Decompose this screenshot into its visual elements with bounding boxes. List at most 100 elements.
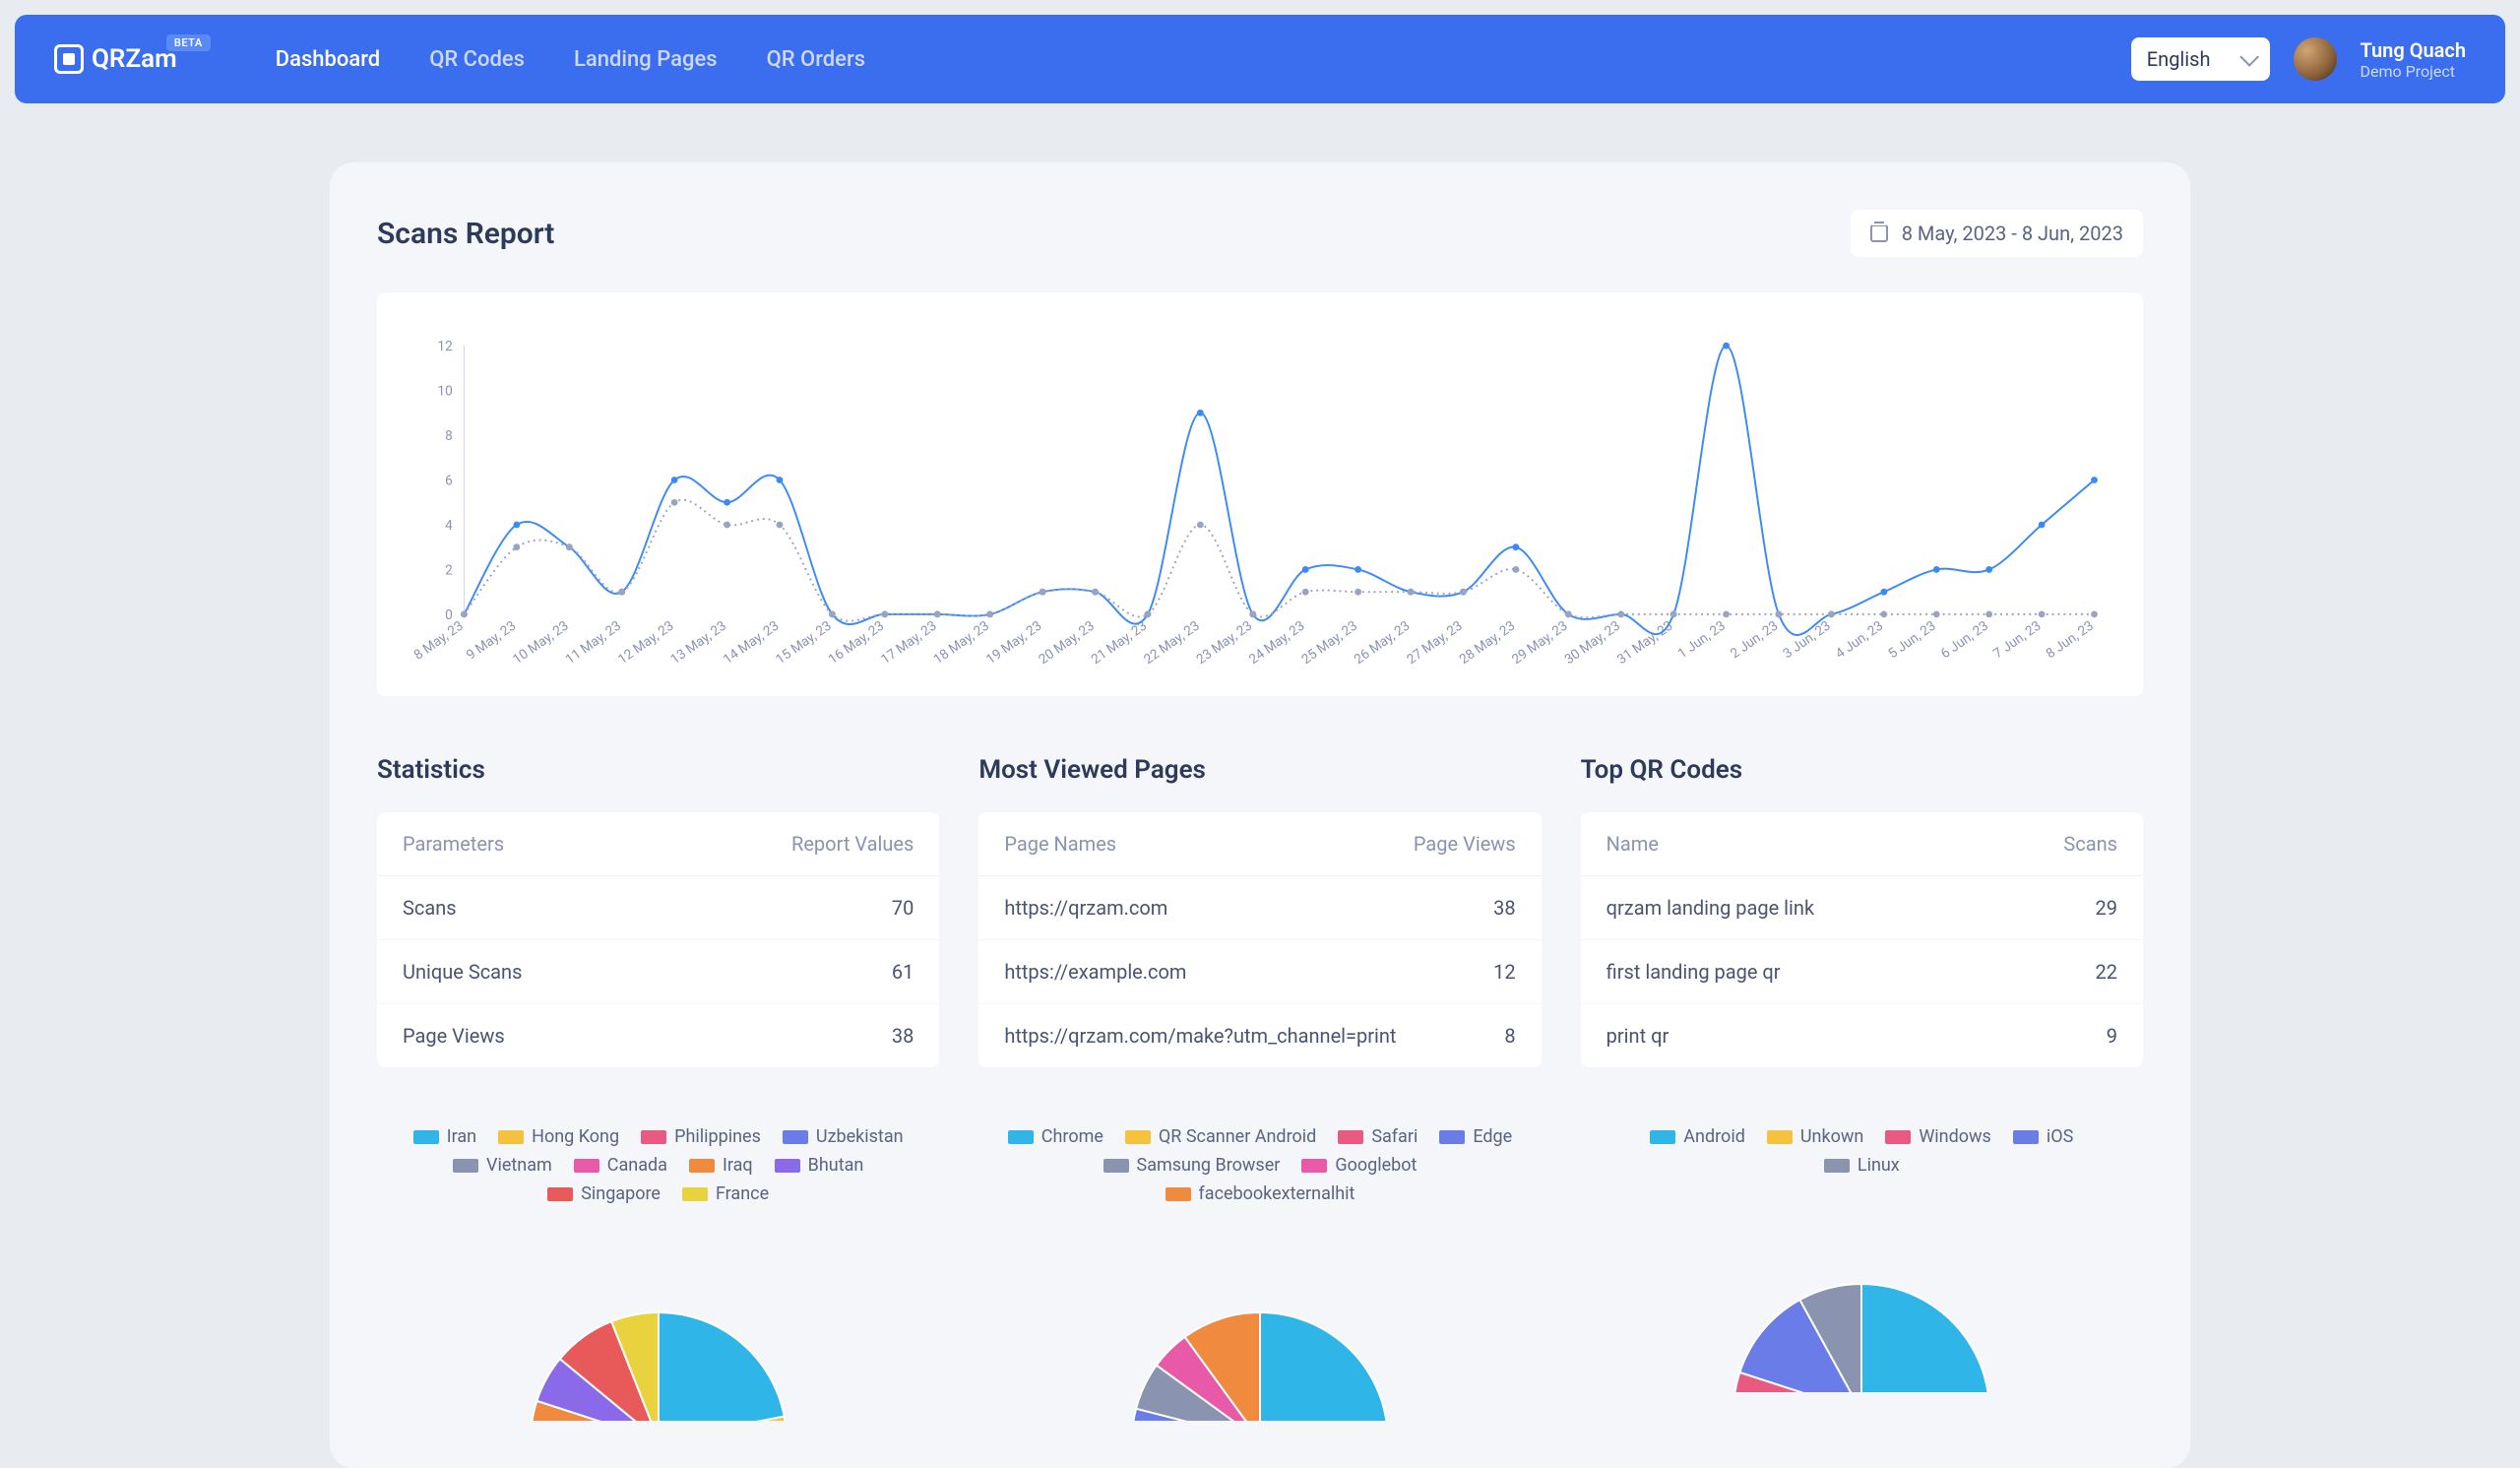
svg-text:25 May, 23: 25 May, 23 [1298,618,1359,668]
date-range-picker[interactable]: 8 May, 2023 - 8 Jun, 2023 [1851,210,2143,257]
svg-text:0: 0 [445,607,453,623]
col-right: Report Values [791,832,914,856]
legend-item: Hong Kong [498,1126,619,1147]
legend-item: QR Scanner Android [1125,1126,1316,1147]
main-nav: Dashboard QR Codes Landing Pages QR Orders [276,47,865,72]
legend-label: Samsung Browser [1137,1155,1281,1176]
legend-swatch [1338,1130,1363,1144]
os-pie-panel: Android Unkown Windows iOS Linux [1581,1126,2143,1421]
svg-text:8: 8 [445,428,453,444]
table-row: https://example.com12 [978,940,1541,1004]
col-left: Parameters [403,832,504,856]
svg-text:16 May, 23: 16 May, 23 [826,618,887,668]
row-val: 70 [892,896,914,920]
legend-item: Unkown [1767,1126,1863,1147]
legend-label: France [716,1183,769,1204]
legend-item: Android [1650,1126,1745,1147]
table-header: Parameters Report Values [377,812,939,876]
legend-item: Chrome [1008,1126,1103,1147]
browsers-pie-panel: ChromeQR Scanner AndroidSafariEdgeSamsun… [978,1126,1541,1421]
legend-label: Vietnam [486,1155,552,1176]
calendar-icon [1870,224,1888,242]
svg-text:1 Jun, 23: 1 Jun, 23 [1675,618,1729,663]
svg-text:28 May, 23: 28 May, 23 [1457,618,1518,668]
legend-label: Uzbekistan [816,1126,904,1147]
user-block[interactable]: Tung Quach Demo Project [2361,38,2467,81]
legend-item: Googlebot [1301,1155,1417,1176]
row-key: Unique Scans [403,960,522,984]
table-row: https://qrzam.com38 [978,876,1541,940]
legend-swatch [1439,1130,1465,1144]
row-val: 22 [2096,960,2117,984]
row-val: 61 [892,960,914,984]
legend-item: Windows [1885,1126,1991,1147]
table-row: https://qrzam.com/make?utm_channel=print… [978,1004,1541,1067]
legend-swatch [783,1130,808,1144]
legend-label: Hong Kong [532,1126,619,1147]
svg-text:5 Jun, 23: 5 Jun, 23 [1885,618,1938,663]
svg-text:7 Jun, 23: 7 Jun, 23 [1990,618,2044,663]
svg-text:4: 4 [445,518,453,534]
nav-item-qr-codes[interactable]: QR Codes [429,47,525,72]
legend-swatch [1166,1187,1191,1201]
legend-swatch [1008,1130,1034,1144]
legend-swatch [498,1130,524,1144]
countries-pie-chart [521,1224,796,1421]
svg-text:30 May, 23: 30 May, 23 [1562,618,1623,668]
legend-item: Linux [1824,1155,1900,1176]
logo[interactable]: QRZam BETA [54,44,177,74]
avatar[interactable] [2294,37,2337,81]
legend-item: Singapore [547,1183,661,1204]
user-project: Demo Project [2361,62,2467,81]
svg-text:12 May, 23: 12 May, 23 [615,618,676,668]
svg-text:31 May, 23: 31 May, 23 [1614,618,1675,668]
top-qr-title: Top QR Codes [1581,755,2143,785]
legend-swatch [1650,1130,1675,1144]
nav-item-landing-pages[interactable]: Landing Pages [574,47,718,72]
legend-label: Iraq [723,1155,753,1176]
svg-text:18 May, 23: 18 May, 23 [931,618,992,668]
row-val: 38 [1493,896,1515,920]
beta-badge: BETA [166,34,211,51]
os-legend: Android Unkown Windows iOS Linux [1606,1126,2117,1176]
row-key: Scans [403,896,457,920]
table-row: qrzam landing page link29 [1581,876,2143,940]
row-key: qrzam landing page link [1606,896,1814,920]
legend-swatch [689,1159,715,1173]
content: Scans Report 8 May, 2023 - 8 Jun, 2023 0… [330,162,2190,1468]
legend-swatch [413,1130,439,1144]
row-val: 8 [1504,1024,1515,1048]
legend-item: France [682,1183,769,1204]
legend-item: iOS [2013,1126,2073,1147]
legend-label: Iran [447,1126,476,1147]
svg-text:19 May, 23: 19 May, 23 [983,618,1044,668]
language-select[interactable]: English [2131,37,2270,81]
svg-text:12: 12 [437,339,453,354]
svg-text:22 May, 23: 22 May, 23 [1141,618,1202,668]
nav-item-dashboard[interactable]: Dashboard [276,47,380,72]
table-header: Page NamesPage Views [978,812,1541,876]
legend-swatch [453,1159,478,1173]
svg-text:13 May, 23: 13 May, 23 [667,618,728,668]
legend-label: Unkown [1800,1126,1863,1147]
col-right: Page Views [1414,832,1516,856]
row-key: Page Views [403,1024,505,1048]
page-title: Scans Report [377,217,554,251]
legend-swatch [641,1130,666,1144]
nav-item-qr-orders[interactable]: QR Orders [767,47,865,72]
row-key: print qr [1606,1024,1670,1048]
legend-label: facebookexternalhit [1199,1183,1355,1204]
row-val: 38 [892,1024,914,1048]
svg-text:27 May, 23: 27 May, 23 [1404,618,1465,668]
legend-swatch [1767,1130,1793,1144]
browsers-legend: ChromeQR Scanner AndroidSafariEdgeSamsun… [1004,1126,1516,1204]
legend-item: Canada [574,1155,667,1176]
legend-label: Safari [1371,1126,1418,1147]
col-left: Name [1606,832,1659,856]
legend-swatch [682,1187,708,1201]
legend-swatch [1125,1130,1151,1144]
legend-label: Linux [1858,1155,1900,1176]
legend-item: Iran [413,1126,476,1147]
legend-label: Chrome [1041,1126,1103,1147]
table-row: Page Views 38 [377,1004,939,1067]
